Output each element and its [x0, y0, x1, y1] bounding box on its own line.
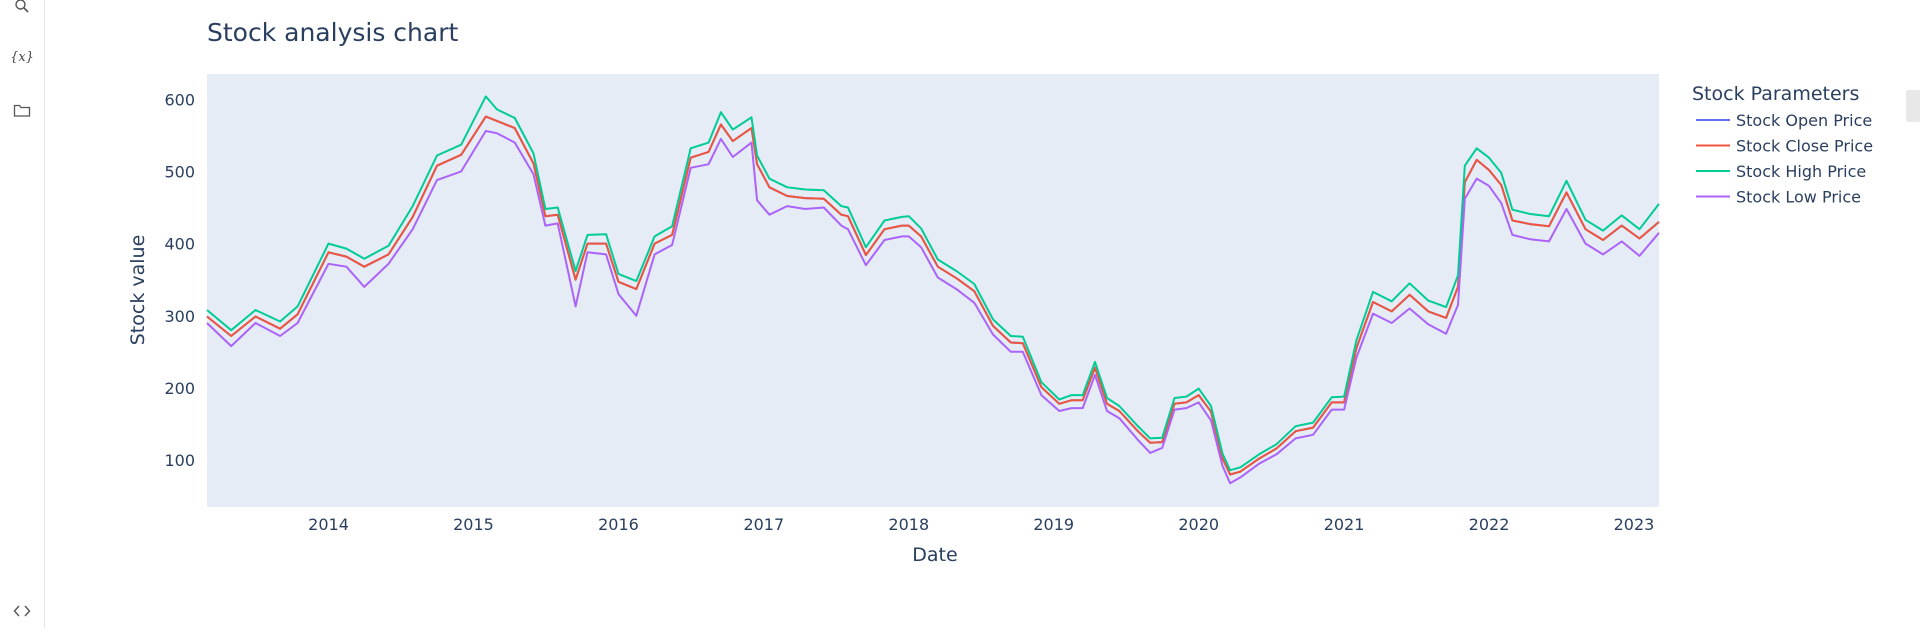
y-tick-label: 300	[164, 307, 195, 326]
code-icon[interactable]	[10, 599, 34, 623]
variables-label: {x}	[10, 49, 34, 65]
x-tick-label: 2014	[308, 515, 349, 534]
x-tick-label: 2020	[1178, 515, 1219, 534]
series-lines	[206, 95, 1660, 485]
x-tick-label: 2016	[598, 515, 639, 534]
series-line-high	[206, 95, 1660, 472]
legend-title: Stock Parameters	[1692, 83, 1859, 105]
legend-item-high[interactable]: Stock High Price	[1736, 162, 1866, 181]
x-axis-label: Date	[912, 544, 957, 566]
left-sidebar: {x}	[0, 0, 45, 628]
x-tick-label: 2023	[1614, 515, 1655, 534]
y-axis-label: Stock value	[127, 235, 149, 346]
y-tick-label: 200	[164, 379, 195, 398]
legend-item-low[interactable]: Stock Low Price	[1736, 188, 1861, 207]
series-line-low	[206, 130, 1660, 485]
y-tick-label: 100	[164, 451, 195, 470]
x-tick-label: 2018	[888, 515, 929, 534]
series-line-close	[206, 115, 1660, 476]
y-tick-label: 500	[164, 162, 195, 181]
stock-chart: Stock analysis chart 100200300400500600 …	[127, 18, 1873, 566]
scrollbar-thumb[interactable]	[1906, 90, 1920, 122]
x-tick-label: 2015	[453, 515, 494, 534]
legend-item-close[interactable]: Stock Close Price	[1736, 137, 1873, 156]
folder-icon[interactable]	[10, 98, 34, 122]
y-axis-ticks: 100 200 300 400 500 600	[164, 90, 195, 470]
search-icon[interactable]	[10, 0, 34, 18]
legend-item-open[interactable]: Stock Open Price	[1736, 111, 1872, 130]
x-tick-label: 2019	[1033, 515, 1074, 534]
y-tick-label: 400	[164, 235, 195, 254]
y-tick-label: 600	[164, 90, 195, 109]
x-tick-label: 2017	[743, 515, 784, 534]
x-axis-ticks: 2014 2015 2016 2017 2018 2019 2020 2021 2022 2023	[308, 515, 1654, 534]
chart-title: Stock analysis chart	[207, 18, 458, 47]
plot-area	[207, 74, 1659, 507]
legend: Stock Parameters Stock Open Price Stock C…	[1692, 83, 1873, 207]
x-tick-label: 2022	[1469, 515, 1510, 534]
variables-icon[interactable]: {x}	[10, 45, 34, 69]
x-tick-label: 2021	[1324, 515, 1365, 534]
chart-container: Stock analysis chart 100 200 300 400 500 600 …	[44, 0, 1920, 628]
